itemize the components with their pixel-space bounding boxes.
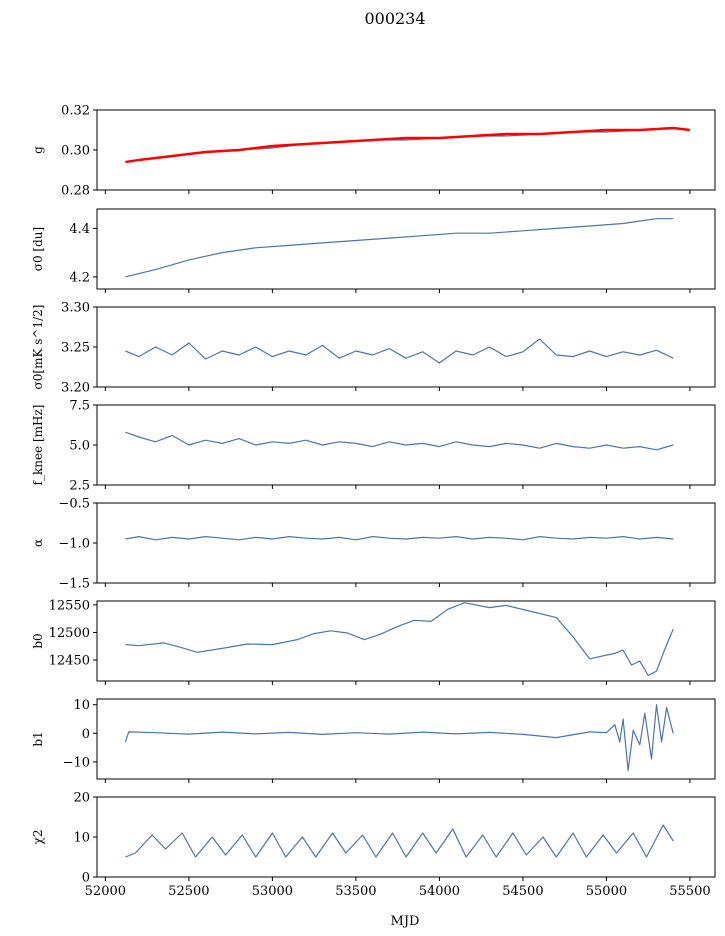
y-tick-label: 10 — [73, 831, 90, 846]
series-line-4-1 — [125, 431, 674, 451]
y-axis-label: σ0[mK s^1/2] — [31, 305, 45, 390]
panel-4: 2.5 5.0 7.5 f_knee [mHz] — [31, 399, 716, 494]
y-tick-label: 0 — [82, 871, 90, 886]
y-tick-label: 3.20 — [61, 381, 90, 396]
y-tick-label: 10 — [73, 698, 90, 713]
y-tick-label: 0.30 — [61, 144, 90, 159]
y-axis-label: χ2 — [31, 830, 45, 845]
panel-3: 3.20 3.25 3.30 σ0[mK s^1/2] — [31, 301, 716, 396]
x-tick-label: 52000 — [85, 884, 126, 899]
plot-frame — [96, 796, 716, 878]
series-line-3-1 — [125, 338, 674, 364]
x-tick-label: 54500 — [502, 884, 543, 899]
series-line-7-1 — [124, 704, 674, 772]
x-tick-label: 53500 — [335, 884, 376, 899]
plot-frame — [96, 502, 716, 584]
series-line-1-2 — [125, 126, 691, 164]
y-tick-label: −1.5 — [58, 577, 90, 592]
y-tick-label: 12550 — [49, 598, 90, 613]
figure-title: 000234 — [364, 9, 425, 28]
panel-7: −10 0 10 b1 — [31, 698, 716, 783]
x-tick-label: 53000 — [252, 884, 293, 899]
y-tick-label: 3.30 — [61, 301, 90, 316]
plot-frame — [96, 208, 716, 290]
y-tick-label: −0.5 — [58, 497, 90, 512]
y-tick-label: 0.32 — [61, 104, 90, 119]
y-tick-label: 0 — [82, 727, 90, 742]
series-line-1-1 — [125, 127, 674, 163]
y-tick-label: −1.0 — [58, 537, 90, 552]
panels: 0.28 0.30 0.32 g 4.2 4.4 σ0 [du] 3.20 3.25 3.30 σ0… — [31, 104, 716, 899]
y-tick-label: 7.5 — [69, 399, 90, 414]
series-line-2-1 — [125, 218, 674, 278]
panel-6: 12450 12500 12550 b0 — [31, 598, 716, 685]
x-tick-label: 52500 — [168, 884, 209, 899]
y-tick-label: 3.25 — [61, 341, 90, 356]
y-tick-label: −10 — [63, 755, 90, 770]
x-axis-label: MJD — [391, 914, 420, 929]
panel-8: 0 10 20 χ2 52000 52500 53000 53500 54000 54500 550… — [31, 791, 716, 899]
panel-1: 0.28 0.30 0.32 g — [31, 104, 716, 199]
y-tick-label: 4.2 — [69, 270, 90, 285]
y-tick-label: 20 — [73, 791, 90, 806]
plot-frame — [96, 306, 716, 388]
plot-frame — [96, 109, 716, 191]
panel-5: −1.5 −1.0 −0.5 α — [31, 497, 716, 592]
panel-2: 4.2 4.4 σ0 [du] — [31, 208, 716, 293]
y-axis-label: b1 — [31, 731, 45, 746]
y-tick-label: 2.5 — [69, 479, 90, 494]
y-axis-label: α — [31, 539, 45, 547]
series-line-5-1 — [125, 535, 674, 541]
y-tick-label: 12450 — [49, 654, 90, 669]
y-axis-label: f_knee [mHz] — [31, 405, 45, 486]
series-line-8-1 — [125, 824, 674, 858]
x-tick-label: 55000 — [586, 884, 627, 899]
series-line-6-1 — [125, 602, 674, 677]
y-tick-label: 12500 — [49, 626, 90, 641]
plot-frame — [96, 698, 716, 780]
plot-frame — [96, 600, 716, 682]
y-axis-label: g — [31, 146, 45, 154]
y-tick-label: 0.28 — [61, 184, 90, 199]
y-axis-label: b0 — [31, 633, 45, 648]
y-tick-label: 4.4 — [69, 222, 90, 237]
y-tick-label: 5.0 — [69, 439, 90, 454]
x-tick-label: 55500 — [669, 884, 710, 899]
y-axis-label: σ0 [du] — [31, 227, 45, 271]
x-tick-label: 54000 — [419, 884, 460, 899]
